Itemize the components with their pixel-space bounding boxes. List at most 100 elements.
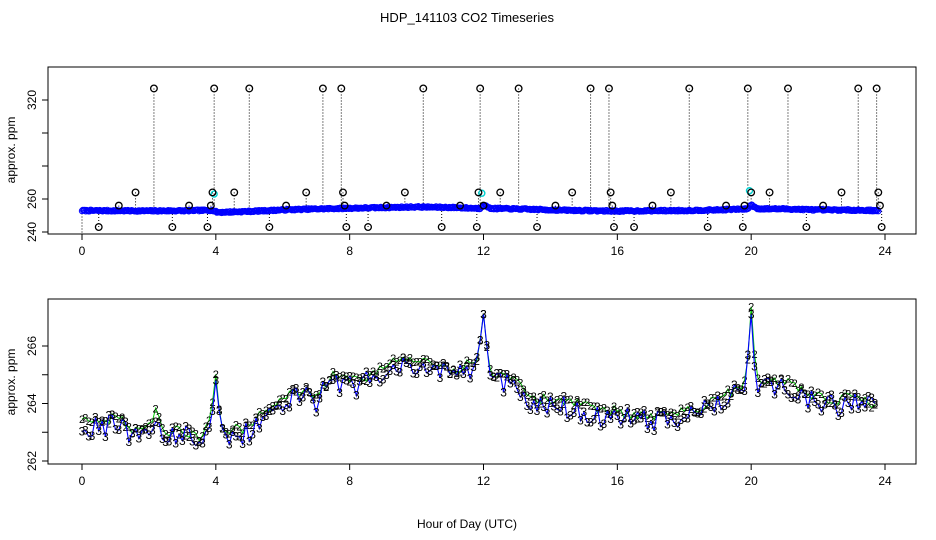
green-point-symbol: 2 — [755, 373, 761, 385]
outlier-point — [364, 223, 373, 231]
blue-point-symbol: 3 — [657, 406, 664, 420]
outlier-point — [340, 201, 349, 210]
outlier-point — [837, 188, 846, 197]
blue-point-symbol: 3 — [567, 409, 574, 423]
green-point-symbol: 2 — [524, 390, 530, 402]
green-point-symbol: 2 — [835, 399, 841, 411]
green-point-symbol: 2 — [424, 354, 430, 366]
blue-point-symbol: 3 — [82, 423, 89, 437]
blue-point-symbol: 3 — [119, 413, 126, 427]
outlier-point — [456, 201, 465, 210]
outlier-point — [265, 223, 274, 231]
blue-point-symbol: 3 — [303, 381, 310, 395]
green-point-symbol: 2 — [725, 384, 731, 396]
blue-point-symbol: 3 — [661, 405, 668, 419]
blue-point-symbol: 3 — [530, 394, 537, 408]
top-x-tick-label: 0 — [79, 244, 86, 258]
green-point-symbol: 2 — [788, 378, 794, 390]
green-point-symbol: 2 — [430, 361, 436, 373]
blue-point-symbol: 3 — [721, 399, 728, 413]
green-point-symbol: 2 — [250, 420, 256, 432]
outlier-point — [339, 188, 347, 197]
blue-point-symbol: 3 — [243, 416, 250, 430]
blue-point-symbol: 3 — [199, 436, 206, 450]
blue-point-symbol: 3 — [125, 435, 132, 449]
green-point-symbol: 2 — [380, 363, 386, 375]
blue-point-symbol: 3 — [477, 333, 484, 347]
outlier-point — [533, 223, 541, 231]
green-point-symbol: 2 — [862, 392, 868, 404]
outlier-point — [551, 201, 560, 210]
blue-point-symbol: 3 — [704, 397, 711, 411]
green-point-symbol: 2 — [233, 419, 239, 431]
green-point-symbol: 2 — [664, 409, 670, 421]
blue-point-symbol: 3 — [162, 435, 169, 449]
green-point-symbol: 2 — [79, 414, 85, 426]
blue-point-symbol: 3 — [313, 405, 320, 419]
green-point-symbol: 2 — [681, 406, 687, 418]
green-point-symbol: 2 — [581, 397, 587, 409]
blue-point-symbol: 3 — [386, 364, 393, 378]
green-point-symbol: 2 — [614, 406, 620, 418]
blue-point-symbol: 3 — [453, 368, 460, 382]
blue-point-symbol: 3 — [420, 357, 427, 371]
blue-point-symbol: 3 — [748, 307, 755, 321]
blue-point-symbol: 3 — [263, 409, 270, 423]
blue-point-symbol: 3 — [269, 404, 276, 418]
green-point-symbol: 2 — [598, 404, 604, 416]
outlier-point — [685, 84, 694, 93]
blue-point-symbol: 3 — [671, 416, 678, 430]
top-plot-frame — [47, 66, 917, 235]
top-outlier-points — [94, 84, 886, 231]
baseline-point — [871, 207, 878, 215]
green-point-symbol: 2 — [521, 384, 527, 396]
outlier-point — [302, 188, 311, 197]
blue-point-symbol: 3 — [647, 414, 654, 428]
green-point-symbol: 2 — [390, 353, 396, 365]
top-x-tick-label: 16 — [611, 244, 625, 258]
green-point-symbol: 2 — [869, 402, 875, 414]
blue-point-symbol: 3 — [731, 378, 738, 392]
green-point-symbol: 2 — [256, 407, 262, 419]
blue-point-symbol: 3 — [607, 412, 614, 426]
green-point-symbol: 2 — [634, 414, 640, 426]
blue-point-symbol: 3 — [450, 364, 457, 378]
green-point-symbol: 2 — [106, 419, 112, 431]
green-point-symbol: 2 — [855, 391, 861, 403]
green-point-symbol: 2 — [206, 415, 212, 427]
outlier-point — [114, 201, 123, 210]
blue-point-symbol: 3 — [631, 413, 638, 427]
blue-point-symbol: 3 — [407, 357, 414, 371]
outlier-point — [382, 201, 391, 210]
blue-point-symbol: 3 — [781, 383, 788, 397]
blue-point-symbol: 3 — [711, 405, 718, 419]
green-point-symbol: 2 — [196, 435, 202, 447]
blue-point-symbol: 3 — [654, 404, 661, 418]
blue-point-symbol: 3 — [574, 396, 581, 410]
blue-point-symbol: 3 — [544, 407, 551, 421]
green-point-symbol: 2 — [728, 391, 734, 403]
blue-point-symbol: 3 — [494, 367, 501, 381]
green-point-symbol: 2 — [564, 394, 570, 406]
green-point-symbol: 2 — [173, 421, 179, 433]
blue-point-symbol: 3 — [196, 435, 203, 449]
blue-point-symbol: 3 — [691, 406, 698, 420]
blue-point-symbol: 3 — [483, 338, 490, 352]
green-point-symbol: 2 — [678, 403, 684, 415]
outlier-point — [203, 223, 212, 231]
blue-point-symbol: 3 — [229, 425, 236, 439]
green-point-symbol: 2 — [240, 428, 246, 440]
blue-point-symbol: 3 — [701, 394, 708, 408]
green-point-symbol: 2 — [577, 400, 583, 412]
blue-point-symbol: 3 — [316, 391, 323, 405]
blue-point-symbol: 3 — [581, 405, 588, 419]
green-point-symbol: 2 — [557, 394, 563, 406]
blue-point-symbol: 3 — [791, 390, 798, 404]
green-point-symbol: 2 — [410, 357, 416, 369]
blue-point-symbol: 3 — [842, 391, 849, 405]
blue-point-symbol: 3 — [473, 351, 480, 365]
green-point-symbol: 2 — [417, 357, 423, 369]
green-point-symbol: 2 — [594, 407, 600, 419]
blue-point-symbol: 3 — [413, 367, 420, 381]
green-point-symbol: 2 — [808, 394, 814, 406]
